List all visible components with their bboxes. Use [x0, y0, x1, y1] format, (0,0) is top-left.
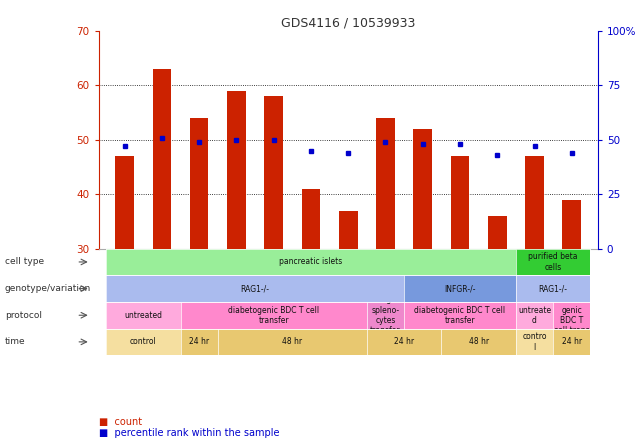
Text: time: time — [5, 337, 25, 346]
Text: diabeto
genic
BDC T
cell trans: diabeto genic BDC T cell trans — [554, 295, 590, 335]
Text: 24 hr: 24 hr — [189, 337, 209, 346]
Text: ■  percentile rank within the sample: ■ percentile rank within the sample — [99, 428, 279, 438]
Bar — [525, 156, 544, 249]
Text: 48 hr: 48 hr — [469, 337, 488, 346]
Bar — [376, 118, 395, 249]
Bar — [413, 129, 432, 249]
Text: genotype/variation: genotype/variation — [5, 284, 91, 293]
Text: purified beta
cells: purified beta cells — [529, 252, 578, 272]
Text: RAG1-/-: RAG1-/- — [539, 284, 568, 293]
Text: control: control — [130, 337, 156, 346]
Bar — [562, 200, 581, 249]
Text: pancreatic islets: pancreatic islets — [279, 258, 343, 266]
Text: 24 hr: 24 hr — [562, 337, 582, 346]
Text: 24 hr: 24 hr — [394, 337, 414, 346]
Text: RAG1-/-: RAG1-/- — [240, 284, 270, 293]
Bar — [153, 69, 171, 249]
Text: diabetogenic BDC T cell
transfer: diabetogenic BDC T cell transfer — [228, 305, 319, 325]
Text: 48 hr: 48 hr — [282, 337, 302, 346]
Text: contro
l: contro l — [522, 332, 547, 352]
Bar — [301, 189, 321, 249]
Text: diabetogenic BDC T cell
transfer: diabetogenic BDC T cell transfer — [415, 305, 506, 325]
Text: untreate
d: untreate d — [518, 305, 551, 325]
Bar — [488, 216, 506, 249]
Bar — [265, 96, 283, 249]
Text: protocol: protocol — [5, 311, 42, 320]
Bar — [115, 156, 134, 249]
Bar — [339, 210, 357, 249]
Bar — [451, 156, 469, 249]
Text: B6.g7
spleno-
cytes
transfer: B6.g7 spleno- cytes transfer — [370, 295, 401, 335]
Text: INFGR-/-: INFGR-/- — [444, 284, 476, 293]
Title: GDS4116 / 10539933: GDS4116 / 10539933 — [281, 17, 415, 30]
Text: cell type: cell type — [5, 258, 44, 266]
Text: untreated: untreated — [124, 311, 162, 320]
Text: ■  count: ■ count — [99, 417, 142, 427]
Bar — [190, 118, 209, 249]
Bar — [227, 91, 245, 249]
